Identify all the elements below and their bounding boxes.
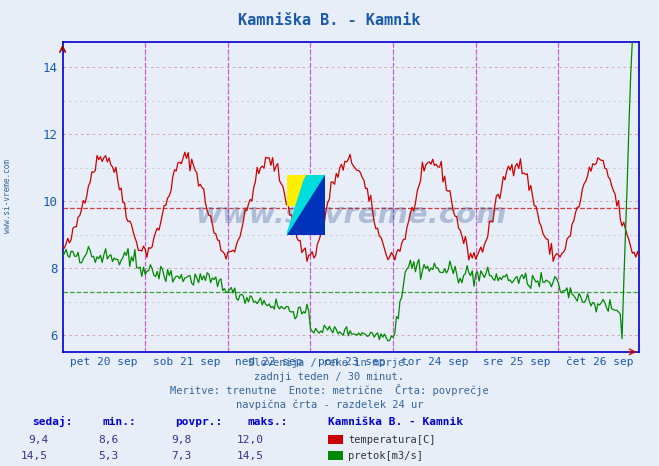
Text: 9,8: 9,8 xyxy=(171,435,191,445)
Text: zadnji teden / 30 minut.: zadnji teden / 30 minut. xyxy=(254,372,405,382)
Polygon shape xyxy=(287,175,325,235)
Text: 14,5: 14,5 xyxy=(237,451,264,460)
Text: povpr.:: povpr.: xyxy=(175,417,222,427)
Text: 14,5: 14,5 xyxy=(21,451,48,460)
Text: Kamniška B. - Kamnik: Kamniška B. - Kamnik xyxy=(328,417,463,427)
Text: sedaj:: sedaj: xyxy=(32,416,72,427)
Text: pretok[m3/s]: pretok[m3/s] xyxy=(348,451,423,460)
Text: 12,0: 12,0 xyxy=(237,435,264,445)
Text: navpična črta - razdelek 24 ur: navpična črta - razdelek 24 ur xyxy=(236,399,423,410)
Text: www.si-vreme.com: www.si-vreme.com xyxy=(195,201,507,229)
Text: Slovenija / reke in morje.: Slovenija / reke in morje. xyxy=(248,358,411,368)
Text: 7,3: 7,3 xyxy=(171,451,191,460)
Text: min.:: min.: xyxy=(102,417,136,427)
Text: www.si-vreme.com: www.si-vreme.com xyxy=(3,159,13,233)
Text: Meritve: trenutne  Enote: metrične  Črta: povprečje: Meritve: trenutne Enote: metrične Črta: … xyxy=(170,384,489,396)
Text: 8,6: 8,6 xyxy=(98,435,119,445)
Polygon shape xyxy=(287,175,306,205)
Text: 9,4: 9,4 xyxy=(28,435,48,445)
Polygon shape xyxy=(287,175,325,235)
Text: Kamniška B. - Kamnik: Kamniška B. - Kamnik xyxy=(239,14,420,28)
Text: maks.:: maks.: xyxy=(247,417,287,427)
Text: 5,3: 5,3 xyxy=(98,451,119,460)
Text: temperatura[C]: temperatura[C] xyxy=(348,435,436,445)
Polygon shape xyxy=(287,175,306,205)
